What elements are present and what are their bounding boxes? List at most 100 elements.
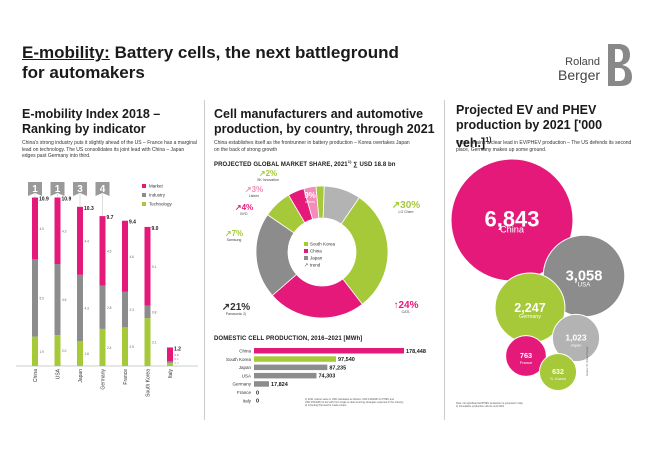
index-bar-industry — [167, 361, 173, 363]
trend-arrow-icon: ↗ — [304, 263, 308, 269]
bar-title: DOMESTIC CELL PRODUCTION, 2016–2021 [MWh… — [214, 336, 363, 342]
section3-title-text: Projected EV and PHEV production by 2021… — [456, 103, 603, 151]
roland-berger-logo: Roland Berger — [558, 56, 600, 82]
donut-name-label: CATL — [402, 310, 411, 314]
index-legend-swatch — [142, 193, 146, 197]
index-segment-label: 2.0 — [62, 349, 67, 353]
index-segment-label: 0.1 — [175, 357, 180, 361]
bubble-value-label: 763 — [520, 351, 532, 360]
index-segment-label: 2.8 — [107, 306, 112, 310]
index-bar-market — [167, 347, 173, 362]
index-rank-number: 3 — [77, 184, 83, 195]
hbar-category-label: Italy — [243, 398, 252, 403]
bubble-country-label: Germany — [519, 314, 541, 320]
index-rank-flag — [73, 182, 87, 196]
index-total-label: 10.9 — [39, 197, 49, 203]
donut-title-sup: 1) — [347, 159, 352, 164]
index-bar-market — [32, 197, 38, 260]
index-bar-technology — [122, 327, 128, 366]
section3-title-sup: 1) — [485, 137, 492, 144]
donut-legend-label: South Korea — [310, 242, 336, 247]
index-bar-technology — [99, 328, 106, 366]
index-bar-market — [54, 197, 61, 264]
bubble-value-label: 2,247 — [514, 301, 545, 315]
index-segment-label: 1.6 — [85, 352, 90, 356]
index-total-label: 1.2 — [174, 346, 181, 352]
hbar-bar — [254, 356, 336, 362]
index-category-label: Japan — [78, 369, 84, 383]
donut-legend-swatch — [304, 242, 308, 246]
footnote-2: USD 150/kWh for EV with from single to d… — [305, 401, 404, 404]
index-segment-label: 4.4 — [85, 239, 90, 243]
bubble-value-label: 632 — [552, 369, 564, 376]
hbar-value-label: 0 — [256, 399, 259, 405]
index-bar-technology — [54, 335, 61, 366]
index-total-label: 10.3 — [84, 206, 94, 212]
hbar-bar — [254, 372, 317, 379]
bubble-japan — [551, 313, 601, 363]
donut-pct-label: 9% — [304, 191, 316, 200]
page-title-emphasis: E-mobility: — [22, 43, 110, 62]
index-bar-market — [144, 226, 151, 306]
hbar-bar — [254, 381, 269, 387]
page-title: E-mobility: Battery cells, the next batt… — [22, 43, 402, 83]
footnote-3: 2) Including Primearth's market share — [305, 404, 347, 407]
index-rank-number: 1 — [32, 184, 38, 195]
hbar-value-label: 74,303 — [318, 374, 335, 380]
index-segment-label: 5.1 — [152, 265, 157, 269]
hbar-category-label: China — [239, 349, 251, 354]
index-segment-label: 4.3 — [62, 229, 67, 233]
index-segment-label: 2.5 — [130, 345, 135, 349]
index-segment-label: 0.8 — [152, 310, 157, 314]
bubble-value-label: 1,023 — [565, 333, 587, 343]
index-bar-industry — [122, 291, 128, 328]
logo-line2: Berger — [558, 67, 601, 83]
logo-mark-icon — [608, 44, 632, 86]
donut-slice-others — [322, 185, 360, 225]
donut-slice-lg-chem — [340, 196, 389, 305]
donut-pct-label: ↗2% — [259, 169, 277, 178]
index-category-label: China — [33, 369, 39, 382]
index-category-label: USA — [56, 368, 62, 379]
bubble-value-label: 3,058 — [566, 268, 603, 284]
index-segment-label: 4.0 — [40, 227, 45, 231]
bubble-country-label: China — [500, 225, 525, 235]
index-total-label: 9.4 — [129, 220, 136, 226]
hbar-value-label: 17,824 — [271, 382, 289, 388]
index-category-label: France — [123, 369, 129, 385]
donut-name-label: BYD — [240, 212, 248, 216]
index-legend-label: Market — [149, 184, 164, 189]
index-rank-flag — [50, 182, 65, 196]
donut-pct-label: ↗4% — [235, 203, 253, 212]
index-bar-industry — [99, 285, 106, 329]
index-category-label: Italy — [168, 369, 174, 379]
note-1: Note: No significant EV/PHEV production … — [456, 402, 523, 405]
index-segment-label: 0.9 — [175, 353, 180, 357]
index-bar-technology — [77, 341, 83, 366]
index-bar-market — [99, 216, 106, 286]
index-rank-flag — [28, 182, 42, 196]
index-segment-label: 4.3 — [85, 307, 90, 311]
hbar-value-label: 97,540 — [338, 357, 355, 363]
footnote-1: 1) 2021 market value in USD calculated a… — [305, 398, 394, 401]
bubble-country-label: Japan — [571, 343, 582, 348]
index-segment-label: 3.1 — [152, 341, 157, 345]
bubble-country-label: S. Korea — [550, 376, 566, 381]
index-bar-technology — [144, 318, 151, 366]
donut-name-label: LG Chem — [399, 210, 414, 214]
index-bar-industry — [54, 264, 61, 336]
page-title-rest: Battery cells, the next battleground for… — [22, 43, 399, 82]
source-label: Source: Ifo; Roland Berger — [586, 346, 589, 376]
section3-notes: Note: No significant EV/PHEV production … — [456, 402, 636, 408]
index-legend-label: Industry — [149, 193, 166, 198]
donut-pct-label: ↑24% — [393, 300, 418, 311]
hbar-value-label: 178,448 — [406, 349, 426, 355]
index-segment-label: 4.5 — [107, 249, 112, 253]
donut-pct-label: ↗7% — [225, 229, 243, 238]
donut-legend-swatch — [304, 249, 308, 253]
index-bar-industry — [32, 259, 38, 337]
index-segment-label: 0.2 — [175, 361, 180, 365]
index-legend-swatch — [142, 184, 146, 188]
logo-line1: Roland — [565, 56, 601, 68]
